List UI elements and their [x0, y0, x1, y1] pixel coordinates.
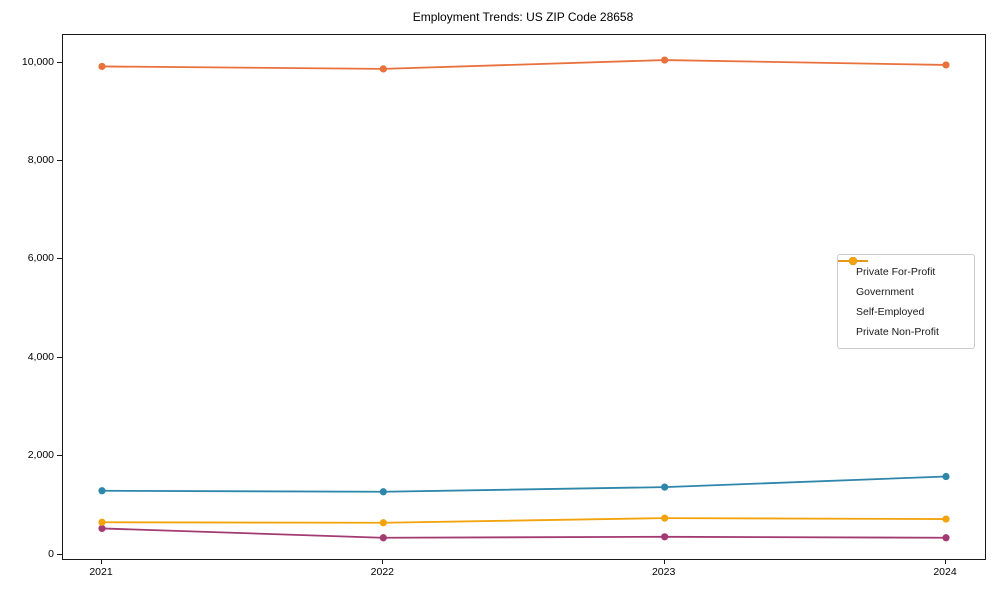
y-tick-label: 4,000 [27, 350, 54, 363]
legend: Private For-Profit Government Self-Employe… [837, 254, 975, 349]
y-tick-mark [57, 356, 62, 358]
x-tick-mark [663, 559, 665, 564]
x-tick-mark [101, 559, 102, 564]
y-tick-mark [57, 61, 62, 63]
x-tick-label: 2022 [370, 566, 394, 578]
legend-label: Government [856, 286, 914, 298]
series-line [101, 59, 947, 70]
data-point-marker [379, 534, 387, 542]
data-point-marker [661, 56, 669, 64]
y-tick-mark [57, 553, 62, 555]
data-point-marker [942, 515, 950, 523]
y-tick-mark [57, 159, 62, 161]
x-tick-mark [945, 559, 946, 564]
data-point-marker [379, 65, 387, 73]
legend-label: Private Non-Profit [856, 326, 939, 338]
x-tick-label: 2023 [651, 566, 676, 578]
legend-label: Private For-Profit [856, 266, 936, 278]
series-line [101, 527, 947, 539]
x-tick-label: 2021 [89, 566, 113, 578]
legend-marker-icon [838, 257, 868, 265]
legend-item: Government [838, 257, 965, 302]
data-point-marker [379, 519, 387, 527]
data-point-marker [661, 533, 669, 541]
data-point-marker [379, 488, 387, 496]
data-point-marker [98, 518, 106, 526]
data-point-marker [942, 534, 950, 542]
data-point-marker [98, 62, 106, 71]
legend-item: Private Non-Profit [838, 257, 965, 342]
y-tick-label: 2,000 [27, 449, 54, 462]
plot-canvas [98, 56, 950, 542]
data-point-marker [98, 487, 106, 495]
y-tick-label: 0 [48, 547, 54, 560]
x-tick-mark [382, 559, 384, 564]
y-tick-label: 10,000 [21, 55, 54, 68]
x-tick-label: 2024 [933, 566, 957, 578]
data-point-marker [942, 472, 950, 481]
chart-title: Employment Trends: US ZIP Code 28658 [412, 10, 634, 24]
data-point-marker [661, 483, 669, 491]
legend-label: Self-Employed [856, 306, 925, 318]
data-point-marker [942, 61, 950, 69]
plot-area: Private For-Profit Government Self-Employe… [62, 34, 986, 560]
legend-item: Self-Employed [838, 257, 965, 322]
data-point-marker [98, 524, 106, 533]
data-point-marker [661, 514, 669, 522]
y-tick-label: 6,000 [27, 252, 54, 265]
series-line [101, 475, 947, 493]
series-line [101, 517, 947, 524]
y-tick-mark [57, 455, 62, 457]
y-tick-mark [57, 258, 62, 260]
y-tick-label: 8,000 [27, 153, 54, 166]
